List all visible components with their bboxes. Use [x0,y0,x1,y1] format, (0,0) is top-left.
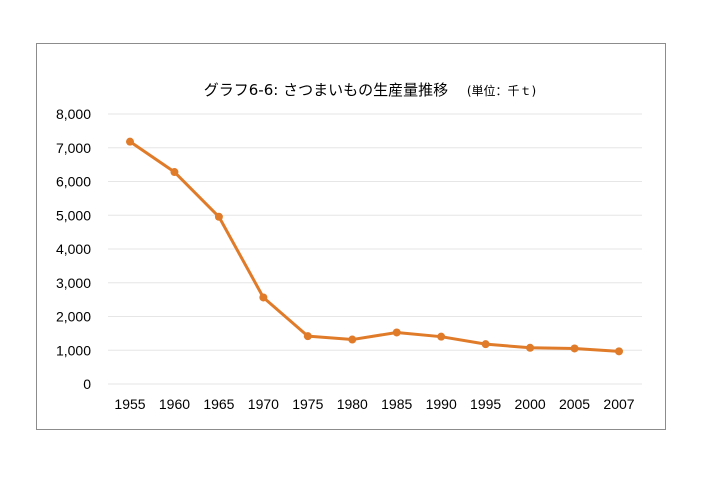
y-tick-label: 2,000 [56,309,91,325]
x-tick-label: 2000 [515,396,546,412]
x-tick-label: 1970 [248,396,279,412]
data-point [437,332,446,341]
x-tick-label: 1955 [114,396,145,412]
x-tick-label: 1985 [381,396,412,412]
data-point [259,293,268,302]
y-tick-label: 7,000 [56,140,91,156]
y-axis-ticks: 0 1,000 2,000 3,000 4,000 5,000 6,000 7,000 8,00… [56,106,91,392]
x-tick-label: 2005 [559,396,590,412]
data-point [170,168,179,177]
x-tick-label: 1995 [470,396,501,412]
x-tick-label: 1975 [292,396,323,412]
y-tick-label: 0 [83,376,91,392]
y-tick-label: 8,000 [56,106,91,122]
data-point [126,137,134,146]
data-point [615,347,623,356]
x-tick-label: 1960 [159,396,190,412]
x-axis-ticks: 1955 1960 1965 1970 1975 1980 1985 1990 1995 2000… [114,396,634,412]
x-tick-label: 2007 [603,396,634,412]
grid-lines [108,113,642,385]
chart-unit-label: (単位：千ｔ) [467,83,536,98]
data-point [392,328,401,337]
series-layer [126,137,623,356]
data-point [303,332,312,341]
x-tick-label: 1980 [337,396,368,412]
x-tick-label: 1965 [203,396,234,412]
series-line [128,140,621,353]
x-tick-label: 1990 [426,396,457,412]
y-tick-label: 1,000 [56,342,91,358]
chart-title: グラフ6-6: さつまいもの生産量推移 (単位：千ｔ) [204,81,536,99]
data-point [214,212,223,221]
y-tick-label: 3,000 [56,275,91,291]
data-point [526,343,535,352]
data-point [481,340,490,349]
chart-frame [36,43,666,430]
chart-title-main: グラフ6-6: さつまいもの生産量推移 [204,81,448,99]
y-tick-label: 6,000 [56,174,91,190]
y-tick-label: 5,000 [56,207,91,223]
y-tick-label: 4,000 [56,241,91,257]
data-point [570,344,579,353]
data-point [348,335,357,344]
